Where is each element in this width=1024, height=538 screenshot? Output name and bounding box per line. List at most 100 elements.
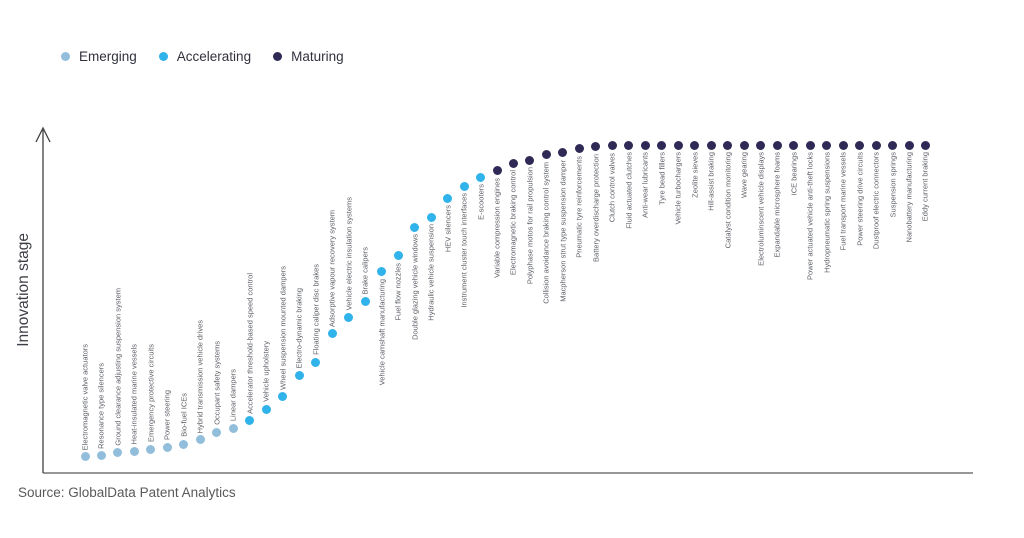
data-point-dot — [294, 371, 304, 381]
data-point-label: Catalyst condition monitoring — [723, 152, 733, 249]
data-point-dot — [574, 144, 584, 154]
data-point-label: Hybrid transmission vehicle drives — [195, 319, 205, 433]
data-point-label: Adsorptive vapour recovery system — [327, 209, 337, 327]
data-point-label: Brake calipers — [360, 246, 370, 295]
data-point-dot — [723, 140, 733, 150]
data-point-dot — [245, 416, 255, 426]
data-point-dot — [261, 404, 271, 414]
data-point-dot — [80, 452, 90, 462]
data-point-label: Hill-assist braking — [706, 152, 716, 211]
data-point-label: Nanobattery manufacturing — [904, 152, 914, 243]
data-point-label: Fuel transport marine vessels — [838, 152, 848, 251]
data-point-dot — [657, 140, 667, 150]
data-point-dot — [278, 392, 288, 402]
data-point-dot — [113, 448, 123, 458]
data-point-dot — [805, 140, 815, 150]
data-point-label: ICE bearings — [789, 152, 799, 196]
data-point-label: Expandable microsphere foams — [772, 152, 782, 258]
data-point-label: Linear dampers — [228, 368, 238, 422]
data-point-dot — [393, 251, 403, 261]
data-point-dot — [541, 150, 551, 160]
data-point-label: Dustproof electric connectors — [871, 152, 881, 250]
legend-item-emerging: Emerging — [61, 49, 137, 64]
data-point-label: Eddy current braking — [920, 152, 930, 222]
data-point-label: Emergency protective circuits — [146, 344, 156, 443]
data-point-dot — [311, 357, 321, 367]
data-point-label: Vehicle turbochargers — [673, 152, 683, 225]
data-point-dot — [673, 140, 683, 150]
data-point-label: Floating caliper disc brakes — [311, 264, 321, 356]
data-point-label: Power steering drive circuits — [855, 152, 865, 246]
legend-dot-icon — [273, 52, 283, 61]
data-point-dot — [525, 155, 535, 165]
data-point-dot — [459, 181, 469, 191]
data-point-label: Macpherson strut type suspension damper — [558, 159, 568, 302]
data-point-dot — [426, 212, 436, 222]
data-point-dot — [871, 140, 881, 150]
data-point-label: Suspension springs — [888, 152, 898, 218]
data-point-dot — [377, 267, 387, 277]
data-point-label: Battery overdischarge protection — [591, 153, 601, 262]
data-point-dot — [920, 140, 930, 150]
data-point-dot — [492, 166, 502, 176]
data-point-dot — [706, 140, 716, 150]
legend-dot-icon — [61, 52, 70, 61]
data-point-dot — [212, 427, 222, 437]
data-point-dot — [410, 222, 420, 232]
data-point-dot — [360, 296, 370, 306]
data-point-label: Zeolite sieves — [690, 152, 700, 198]
data-point-label: Pneumatic tyre reinforcements — [574, 155, 584, 258]
data-point-dot — [146, 444, 156, 454]
data-point-label: Instrument cluster touch interfaces — [459, 193, 469, 308]
data-point-dot — [591, 142, 601, 152]
chart-legend: Emerging Accelerating Maturing — [61, 49, 344, 64]
data-point-label: Power steering — [162, 390, 172, 441]
data-point-dot — [558, 148, 568, 158]
data-point-dot — [327, 329, 337, 339]
data-point-label: Occupant safety systems — [212, 341, 222, 425]
data-point-label: Bio-fuel ICEs — [179, 393, 189, 438]
data-point-label: Vehicle camshaft manufacturing — [377, 278, 387, 386]
data-point-dot — [228, 423, 238, 433]
data-point-dot — [739, 140, 749, 150]
data-point-label: Tyre bead fillers — [657, 152, 667, 205]
data-point-label: Electromagnetic valve actuators — [80, 343, 90, 450]
data-point-label: Polyphase motos for rail propulsion — [525, 167, 535, 285]
data-point-label: Electromagnetic braking control — [508, 170, 518, 276]
data-point-dot — [162, 442, 172, 452]
data-point-label: Fluid actuated clutches — [624, 152, 634, 229]
data-point-label: Double glazing vehicle windows — [410, 234, 420, 340]
data-point-dot — [888, 140, 898, 150]
source-note: Source: GlobalData Patent Analytics — [18, 485, 236, 500]
data-point-label: Power actuated vehicle anti-theft locks — [805, 152, 815, 280]
data-point-label: Heat-insulated marine vessels — [129, 343, 139, 445]
data-point-label: Electro-dynamic braking — [294, 288, 304, 369]
data-point-dot — [838, 140, 848, 150]
data-point-label: Resonance type silencers — [96, 363, 106, 449]
data-point-label: Vehicle upholstery — [261, 341, 271, 403]
data-point-label: HEV silencers — [443, 205, 453, 253]
data-point-dot — [640, 140, 650, 150]
data-point-dot — [690, 140, 700, 150]
data-point-label: Wave gearing — [739, 152, 749, 198]
data-point-label: Variable compression engines — [492, 177, 502, 278]
legend-item-accelerating: Accelerating — [158, 49, 251, 64]
data-point-dot — [476, 172, 486, 182]
data-point-dot — [772, 140, 782, 150]
data-point-dot — [96, 451, 106, 461]
data-point-dot — [344, 313, 354, 323]
legend-label: Maturing — [291, 49, 344, 64]
legend-dot-icon — [158, 52, 168, 61]
data-point-dot — [624, 140, 634, 150]
data-point-dot — [195, 435, 205, 445]
data-point-label: Clutch control valves — [607, 152, 617, 223]
data-point-label: Hydraulic vehicle suspension — [426, 224, 436, 321]
data-point-label: Electroluminscent vehicle displays — [756, 152, 766, 266]
legend-item-maturing: Maturing — [273, 49, 344, 64]
data-point-label: Anti-wear lubricants — [640, 152, 650, 218]
legend-label: Emerging — [79, 49, 137, 64]
data-point-label: Wheel suspension mounted dampers — [278, 266, 288, 390]
data-point-dot — [179, 439, 189, 449]
